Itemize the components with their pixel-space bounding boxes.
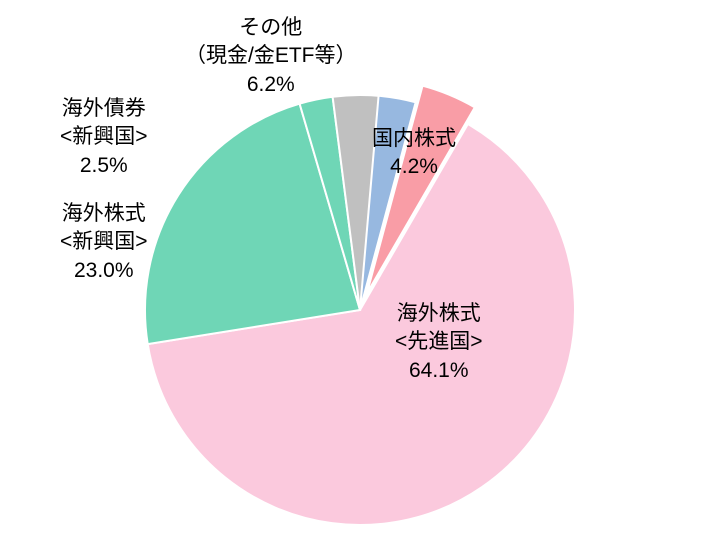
slice-label-other: その他 （現金/金ETF等） 6.2% bbox=[185, 14, 357, 99]
slice-label-foreign-eq-dev: 海外株式 <先進国> 64.1% bbox=[395, 300, 483, 385]
slice-label-foreign-eq-em: 海外株式 <新興国> 23.0% bbox=[60, 200, 148, 285]
slice-label-domestic-equity: 国内株式 4.2% bbox=[372, 125, 456, 182]
slice-label-foreign-bond-em: 海外債券 <新興国> 2.5% bbox=[60, 95, 148, 180]
